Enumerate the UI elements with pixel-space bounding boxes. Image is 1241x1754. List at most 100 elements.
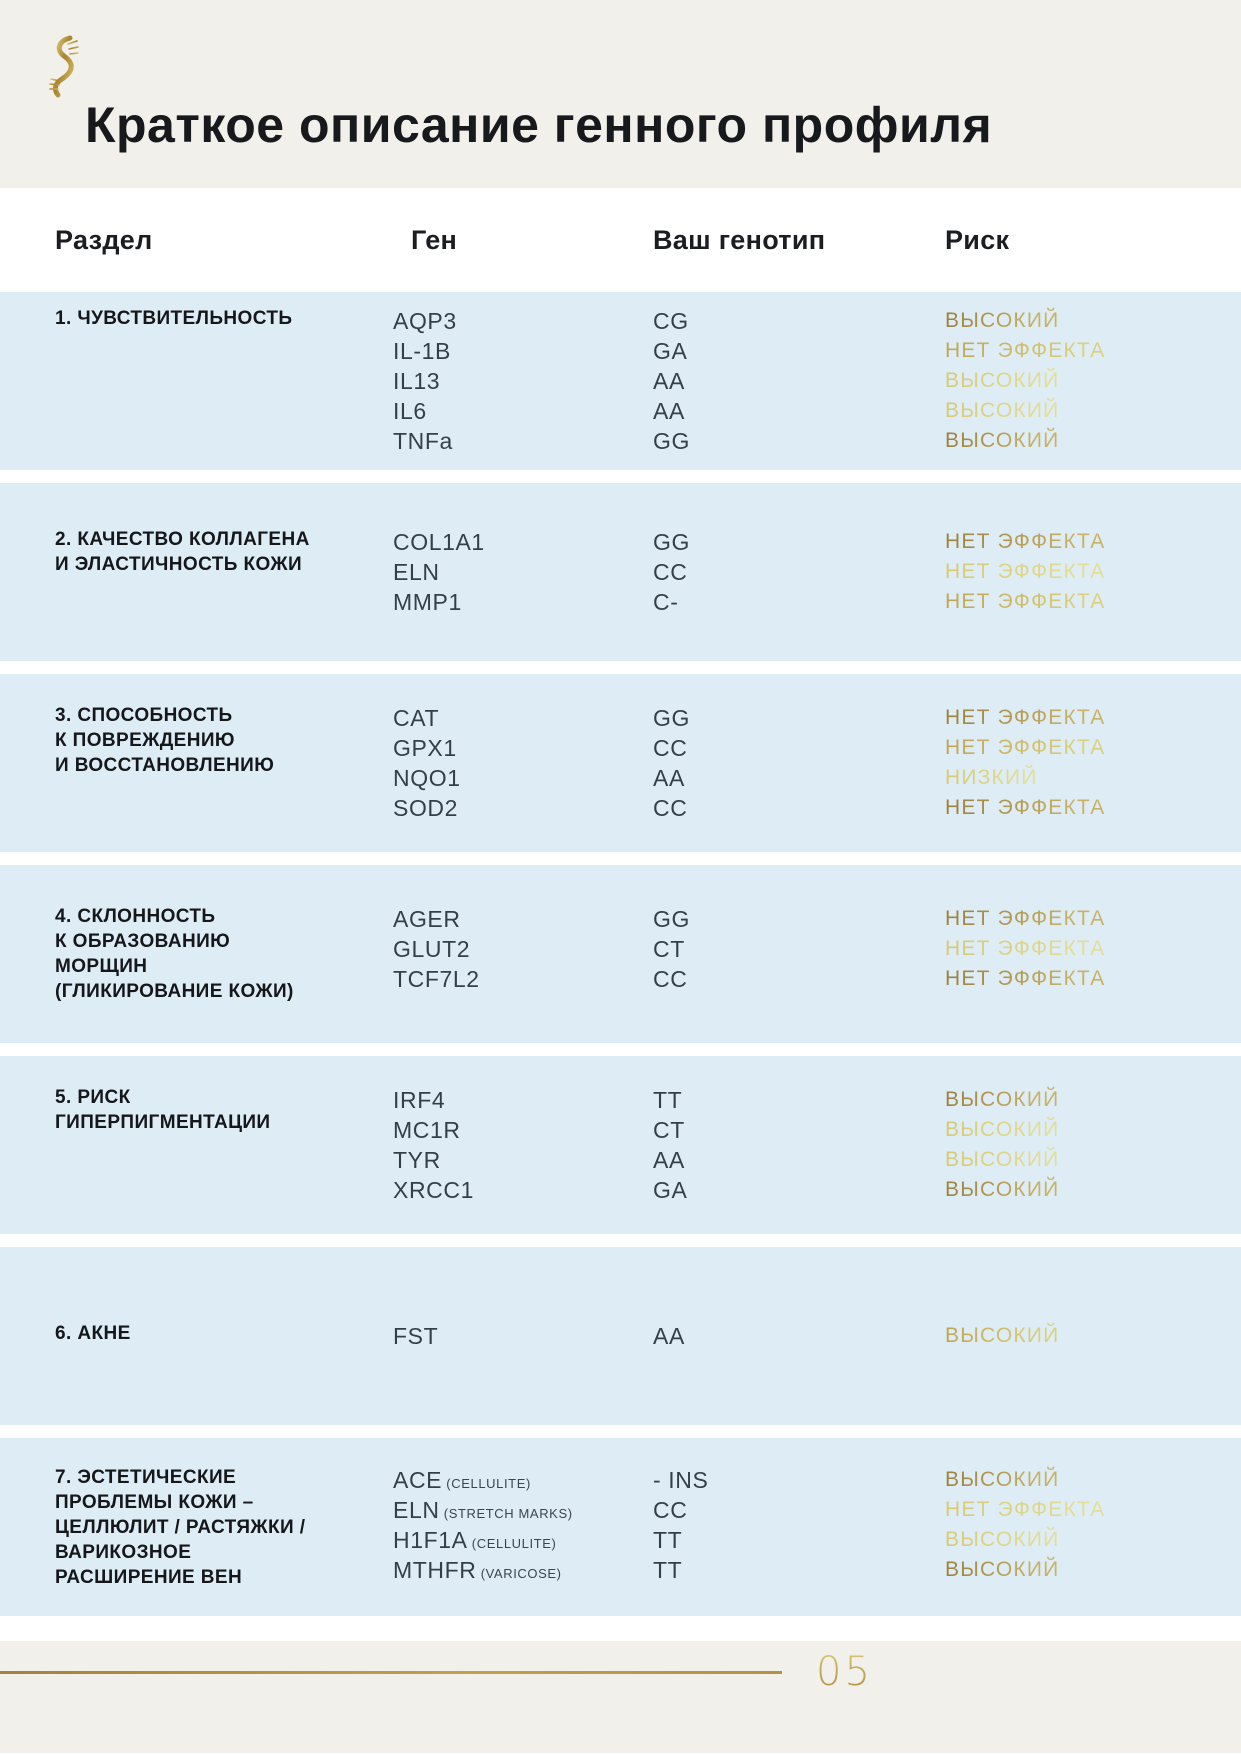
gene-name: MTHFR (VARICOSE): [393, 1555, 653, 1585]
footer-gap: [0, 1616, 1241, 1641]
gene-symbol: MMP1: [393, 589, 462, 615]
genotype-column: - INS CC TT TT: [653, 1465, 945, 1585]
section-title: 6. АКНЕ: [0, 1321, 393, 1346]
gene-note: (VARICOSE): [476, 1565, 562, 1581]
gene-name: TNFa: [393, 426, 653, 456]
genotype-value: GG: [653, 705, 690, 731]
risk-column: ВЫСОКИЙ НЕТ ЭФФЕКТА ВЫСОКИЙ ВЫСОКИЙ: [945, 1465, 1241, 1585]
genotype-value: AA: [653, 1147, 685, 1173]
profile-section: 7. ЭСТЕТИЧЕСКИЕ ПРОБЛЕМЫ КОЖИ – ЦЕЛЛЮЛИТ /…: [0, 1438, 1241, 1616]
genotype-value: CC: [653, 966, 688, 992]
genotype-column: TT CT AA GA: [653, 1085, 945, 1205]
risk-value: ВЫСОКИЙ: [945, 366, 1059, 396]
gene-name: ACE (CELLULITE): [393, 1465, 653, 1495]
gene-column: AQP3 IL-1B IL13 IL6 TNFa: [393, 306, 653, 456]
profile-section: 4. СКЛОННОСТЬ К ОБРАЗОВАНИЮ МОРЩИН (ГЛИКИРО…: [0, 865, 1241, 1043]
section-content: 7. ЭСТЕТИЧЕСКИЕ ПРОБЛЕМЫ КОЖИ – ЦЕЛЛЮЛИТ /…: [0, 1451, 1241, 1604]
genotype-value: C-: [653, 589, 679, 615]
column-header-genotype: Ваш генотип: [653, 224, 826, 255]
gene-name: FST: [393, 1321, 653, 1351]
gene-symbol: XRCC1: [393, 1177, 474, 1203]
risk-value: ВЫСОКИЙ: [945, 306, 1059, 336]
gene-note: (STRETCH MARKS): [439, 1505, 573, 1521]
genotype-value: CC: [653, 795, 688, 821]
risk-column: ВЫСОКИЙ: [945, 1321, 1241, 1351]
gene-name: IL13: [393, 366, 653, 396]
gene-name: SOD2: [393, 793, 653, 823]
section-title-line: ВАРИКОЗНОЕ: [55, 1541, 192, 1563]
gene-name: GLUT2: [393, 934, 653, 964]
gene-column: CAT GPX1 NQO1 SOD2: [393, 703, 653, 823]
risk-value: ВЫСОКИЙ: [945, 1115, 1059, 1145]
risk-column: НЕТ ЭФФЕКТА НЕТ ЭФФЕКТА НЕТ ЭФФЕКТА: [945, 904, 1241, 994]
page-footer: 05: [0, 1641, 1241, 1753]
gene-symbol: CAT: [393, 705, 440, 731]
column-header-risk: Риск: [945, 224, 1010, 255]
risk-value: НЕТ ЭФФЕКТА: [945, 527, 1105, 557]
gene-symbol: GPX1: [393, 735, 457, 761]
genotype-value: GG: [653, 906, 690, 932]
section-title-line: ГИПЕРПИГМЕНТАЦИИ: [55, 1112, 271, 1133]
gene-symbol: FST: [393, 1323, 439, 1349]
risk-value: ВЫСОКИЙ: [945, 1465, 1059, 1495]
gene-name: TYR: [393, 1145, 653, 1175]
genotype-value: AA: [653, 765, 685, 791]
genotype-value: CG: [653, 308, 689, 334]
genotype-value: GA: [653, 1177, 688, 1203]
risk-value: НЕТ ЭФФЕКТА: [945, 733, 1105, 763]
page-number: 05: [816, 1649, 873, 1695]
section-content: 5. РИСК ГИПЕРПИГМЕНТАЦИИ IRF4 MC1R TYR XRCC1 T…: [0, 1071, 1241, 1219]
profile-section: 3. СПОСОБНОСТЬ К ПОВРЕЖДЕНИЮ И ВОССТАНОВЛЕ…: [0, 674, 1241, 852]
gene-symbol: TCF7L2: [393, 966, 480, 992]
section-title-line: 3. СПОСОБНОСТЬ: [55, 705, 233, 726]
genotype-value: TT: [653, 1526, 683, 1553]
risk-value: НЕТ ЭФФЕКТА: [945, 703, 1105, 733]
dna-helix-icon: [49, 35, 79, 98]
risk-value: НЕТ ЭФФЕКТА: [945, 934, 1105, 964]
gene-symbol: H1F1A: [393, 1526, 468, 1553]
section-title-line: 4. СКЛОННОСТЬ: [55, 906, 216, 927]
gene-symbol: ELN: [393, 1496, 440, 1523]
genotype-value: AA: [653, 368, 685, 394]
risk-value: НЕТ ЭФФЕКТА: [945, 336, 1105, 366]
gene-symbol: AGER: [393, 906, 461, 932]
page-header: Краткое описание генного профиля: [0, 0, 1241, 188]
genotype-value: AA: [653, 398, 685, 424]
risk-column: НЕТ ЭФФЕКТА НЕТ ЭФФЕКТА НЕТ ЭФФЕКТА: [945, 527, 1241, 617]
section-title-line: РАСШИРЕНИЕ ВЕН: [55, 1566, 243, 1588]
gene-name: NQO1: [393, 763, 653, 793]
gene-name: AQP3: [393, 306, 653, 336]
risk-column: ВЫСОКИЙ ВЫСОКИЙ ВЫСОКИЙ ВЫСОКИЙ: [945, 1085, 1241, 1205]
section-title-line: 2. КАЧЕСТВО КОЛЛАГЕНА: [55, 529, 310, 550]
section-title: 2. КАЧЕСТВО КОЛЛАГЕНА И ЭЛАСТИЧНОСТЬ КОЖИ: [0, 527, 393, 577]
gene-name: IRF4: [393, 1085, 653, 1115]
risk-value: ВЫСОКИЙ: [945, 426, 1059, 456]
section-title-line: 7. ЭСТЕТИЧЕСКИЕ: [55, 1466, 237, 1488]
gene-symbol: ELN: [393, 559, 440, 585]
risk-value: ВЫСОКИЙ: [945, 1175, 1059, 1205]
gene-symbol: MTHFR: [393, 1556, 477, 1583]
gene-symbol: TYR: [393, 1147, 441, 1173]
risk-value: НЕТ ЭФФЕКТА: [945, 587, 1105, 617]
genotype-value: CT: [653, 936, 685, 962]
gene-name: H1F1A (CELLULITE): [393, 1525, 653, 1555]
section-title: 3. СПОСОБНОСТЬ К ПОВРЕЖДЕНИЮ И ВОССТАНОВЛЕ…: [0, 703, 393, 778]
section-title-line: К ОБРАЗОВАНИЮ: [55, 931, 231, 952]
risk-value: ВЫСОКИЙ: [945, 1321, 1059, 1351]
risk-value: ВЫСОКИЙ: [945, 396, 1059, 426]
genotype-value: CC: [653, 1496, 688, 1523]
genotype-value: - INS: [653, 1466, 709, 1493]
genotype-column: GG CC C-: [653, 527, 945, 617]
gene-name: CAT: [393, 703, 653, 733]
gene-note: (CELLULITE): [442, 1475, 531, 1491]
risk-column: НЕТ ЭФФЕКТА НЕТ ЭФФЕКТА НИЗКИЙ НЕТ ЭФФЕКТА: [945, 703, 1241, 823]
genotype-column: AA: [653, 1321, 945, 1351]
risk-value: НЕТ ЭФФЕКТА: [945, 964, 1105, 994]
table-column-headers: Раздел Ген Ваш генотип Риск: [0, 188, 1241, 292]
column-header-gene: Ген: [411, 224, 458, 255]
gene-name: MMP1: [393, 587, 653, 617]
genotype-value: CC: [653, 559, 688, 585]
risk-value: НЕТ ЭФФЕКТА: [945, 1495, 1105, 1525]
gene-symbol: GLUT2: [393, 936, 471, 962]
genotype-value: AA: [653, 1323, 685, 1349]
